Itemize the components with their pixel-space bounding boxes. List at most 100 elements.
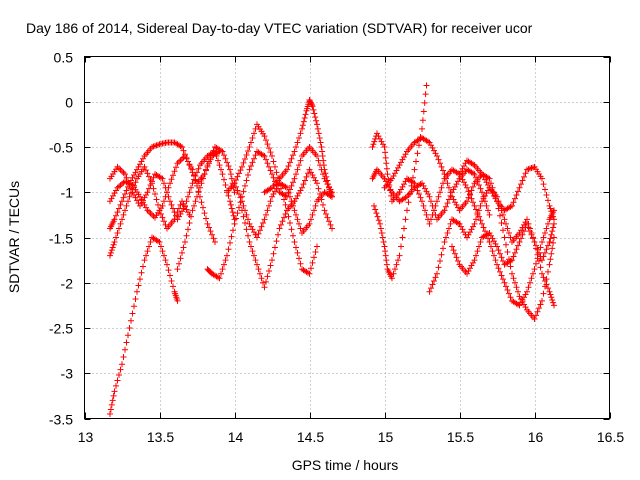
data-point [158,243,164,250]
data-point [316,134,323,141]
data-point [126,193,133,200]
data-point [311,254,317,261]
data-point [423,82,430,89]
data-point [543,225,550,232]
data-point [153,196,160,203]
data-point [542,229,548,236]
x-tick-label: 16 [528,429,544,445]
data-point [429,144,436,151]
data-point [381,243,388,250]
data-point [167,272,173,279]
data-point [479,189,485,196]
data-point [497,268,503,275]
data-point [530,235,536,242]
data-point [510,199,517,206]
data-point [398,243,404,250]
data-point [377,135,383,142]
data-point [270,158,277,165]
data-point [207,154,214,161]
data-point [401,225,407,232]
data-point [398,186,404,193]
data-point [236,170,242,177]
data-point [497,250,503,257]
data-point [549,210,556,217]
data-point [306,96,313,103]
data-point [162,257,169,264]
data-point [402,151,409,158]
data-point [272,244,278,251]
data-point [301,115,308,122]
y-tick-label: 0.5 [54,50,74,66]
data-point [116,225,122,232]
data-point [180,147,187,154]
data-point [141,163,148,170]
data-point [180,154,187,161]
data-point [373,210,380,217]
data-point [461,179,467,186]
data-point [245,216,251,223]
data-point [500,227,506,234]
data-point [120,194,127,201]
data-point [411,166,418,173]
data-point [485,207,491,214]
data-point [158,210,164,217]
data-point [264,207,271,214]
data-point [120,211,127,218]
data-point [143,204,149,211]
x-tick-label: 15.5 [447,429,474,445]
data-point [416,142,422,149]
data-point [278,185,284,192]
data-point [306,270,313,277]
data-point [251,130,257,137]
data-point [143,252,149,259]
data-point [438,163,445,170]
data-point [248,223,254,230]
data-point [519,177,526,184]
data-point [390,270,397,277]
data-point [170,172,176,179]
data-point [255,230,262,237]
series-arc-4 [107,148,238,223]
data-point [107,249,114,256]
data-point [524,288,530,295]
data-point [428,216,434,223]
data-point [450,247,457,254]
data-point [319,153,326,160]
data-point [518,181,524,188]
data-point [243,151,250,158]
data-point [545,197,551,204]
data-point [117,201,124,208]
data-point [137,276,143,283]
data-point [266,145,272,152]
data-point [326,218,332,225]
data-point [492,240,499,247]
data-point [294,216,301,223]
data-point [173,212,179,219]
data-point [212,239,218,246]
data-point [503,220,509,227]
data-point [426,193,433,200]
data-point [419,117,426,124]
data-point [288,226,295,233]
data-point [246,220,253,227]
y-tick-label: 0 [65,95,73,111]
data-point [444,180,451,187]
data-point [491,252,497,259]
data-point [524,220,530,227]
data-point [267,167,274,174]
data-point [117,366,124,373]
data-point [545,242,551,249]
data-point [119,168,125,175]
data-point [176,213,182,220]
data-point [540,234,547,241]
data-point [146,185,152,192]
data-point [548,294,555,301]
data-point [299,125,305,132]
data-point [545,285,551,292]
data-point [203,215,209,222]
series-arc-14 [371,82,430,282]
data-point [267,149,274,156]
data-point [213,153,220,160]
data-point [281,196,287,203]
x-tick-label: 13 [78,429,94,445]
